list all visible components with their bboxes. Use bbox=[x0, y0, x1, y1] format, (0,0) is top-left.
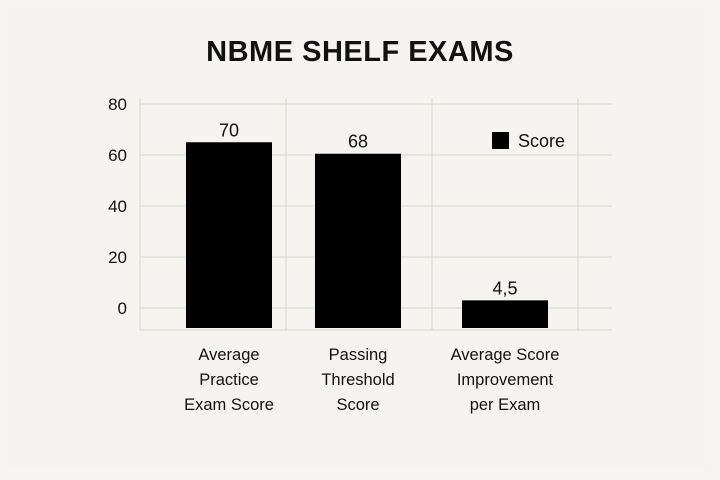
y-tick-label: 60 bbox=[108, 146, 127, 165]
bar bbox=[186, 142, 272, 328]
y-tick-label: 0 bbox=[118, 299, 127, 318]
chart-title: NBME SHELF EXAMS bbox=[206, 36, 514, 68]
x-tick-label: Score bbox=[336, 396, 379, 414]
x-tick-label: Average bbox=[198, 346, 259, 364]
x-tick-label: Average Score bbox=[451, 346, 560, 364]
data-label: 70 bbox=[219, 120, 239, 140]
x-tick-label: Passing bbox=[329, 346, 388, 364]
x-tick-label: Threshold bbox=[321, 371, 394, 389]
legend-label: Score bbox=[518, 131, 565, 151]
y-tick-label: 40 bbox=[108, 197, 127, 216]
x-tick-label: Improvement bbox=[457, 371, 554, 389]
x-tick-label: Practice bbox=[199, 371, 259, 389]
data-label: 4,5 bbox=[492, 278, 517, 298]
x-tick-label: Exam Score bbox=[184, 396, 274, 414]
legend-swatch bbox=[492, 132, 509, 149]
bar bbox=[462, 300, 548, 328]
bar bbox=[315, 153, 401, 328]
y-tick-label: 80 bbox=[108, 95, 127, 114]
y-tick-label: 20 bbox=[108, 248, 127, 267]
data-label: 68 bbox=[348, 132, 368, 152]
x-tick-label: per Exam bbox=[470, 396, 541, 414]
